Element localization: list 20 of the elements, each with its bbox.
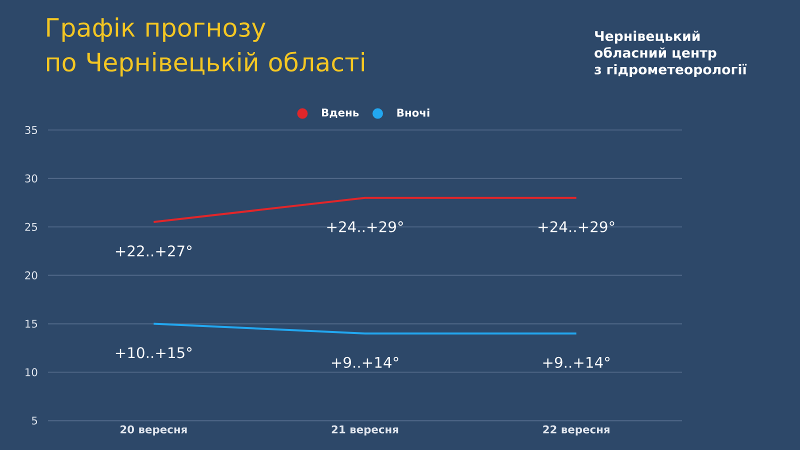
annotation: +9..+14°: [332, 356, 398, 368]
y-tick-label: 20: [25, 271, 38, 280]
chart-title: Графік прогнозу по Чернівецькій області: [47, 17, 364, 77]
y-tick-label: 10: [26, 368, 38, 376]
y-tick-label: 5: [32, 416, 38, 425]
y-tick-label: 15: [26, 320, 38, 328]
annotation: +10..+15°: [116, 347, 192, 358]
y-tick-label: 35: [25, 126, 38, 134]
legend-label: Вночі: [397, 108, 430, 117]
x-tick-label: 20 вересня: [120, 425, 187, 436]
annotation: +24..+29°: [538, 221, 614, 232]
x-tick-label: 21 вересня: [332, 425, 398, 436]
annotation: +22..+27°: [116, 245, 192, 256]
y-tick-label: 30: [25, 174, 38, 182]
annotation: +24..+29°: [327, 221, 403, 232]
text: Чернівецький обласний центр з гідрометеорології: [594, 30, 747, 78]
x-tick-label: 22 вересня: [543, 425, 610, 436]
y-tick-label: 25: [25, 222, 38, 231]
legend-label: Вдень: [322, 108, 359, 118]
annotation: +9..+14°: [543, 356, 610, 368]
